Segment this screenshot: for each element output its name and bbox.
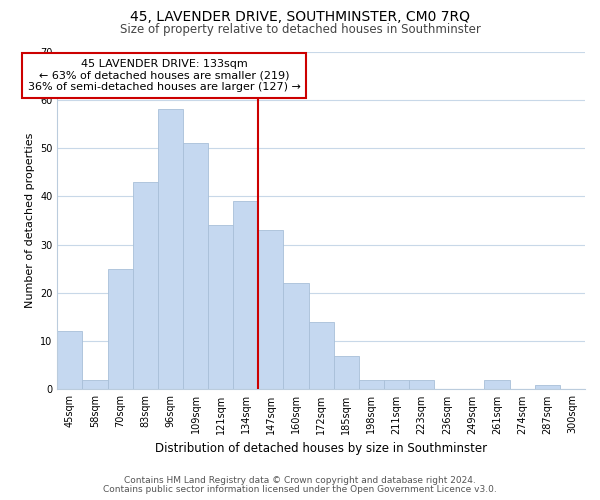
- Bar: [384, 380, 409, 390]
- Text: 45 LAVENDER DRIVE: 133sqm
← 63% of detached houses are smaller (219)
36% of semi: 45 LAVENDER DRIVE: 133sqm ← 63% of detac…: [28, 59, 301, 92]
- Bar: [283, 283, 308, 390]
- Bar: [359, 380, 384, 390]
- Bar: [259, 230, 283, 390]
- Text: Size of property relative to detached houses in Southminster: Size of property relative to detached ho…: [119, 22, 481, 36]
- Bar: [535, 384, 560, 390]
- Bar: [308, 322, 334, 390]
- Bar: [133, 182, 158, 390]
- X-axis label: Distribution of detached houses by size in Southminster: Distribution of detached houses by size …: [155, 442, 487, 455]
- Bar: [107, 268, 133, 390]
- Bar: [409, 380, 434, 390]
- Bar: [208, 226, 233, 390]
- Y-axis label: Number of detached properties: Number of detached properties: [25, 133, 35, 308]
- Text: 45, LAVENDER DRIVE, SOUTHMINSTER, CM0 7RQ: 45, LAVENDER DRIVE, SOUTHMINSTER, CM0 7R…: [130, 10, 470, 24]
- Bar: [158, 110, 183, 390]
- Bar: [484, 380, 509, 390]
- Text: Contains public sector information licensed under the Open Government Licence v3: Contains public sector information licen…: [103, 485, 497, 494]
- Text: Contains HM Land Registry data © Crown copyright and database right 2024.: Contains HM Land Registry data © Crown c…: [124, 476, 476, 485]
- Bar: [183, 143, 208, 390]
- Bar: [82, 380, 107, 390]
- Bar: [233, 201, 259, 390]
- Bar: [334, 356, 359, 390]
- Bar: [58, 332, 82, 390]
